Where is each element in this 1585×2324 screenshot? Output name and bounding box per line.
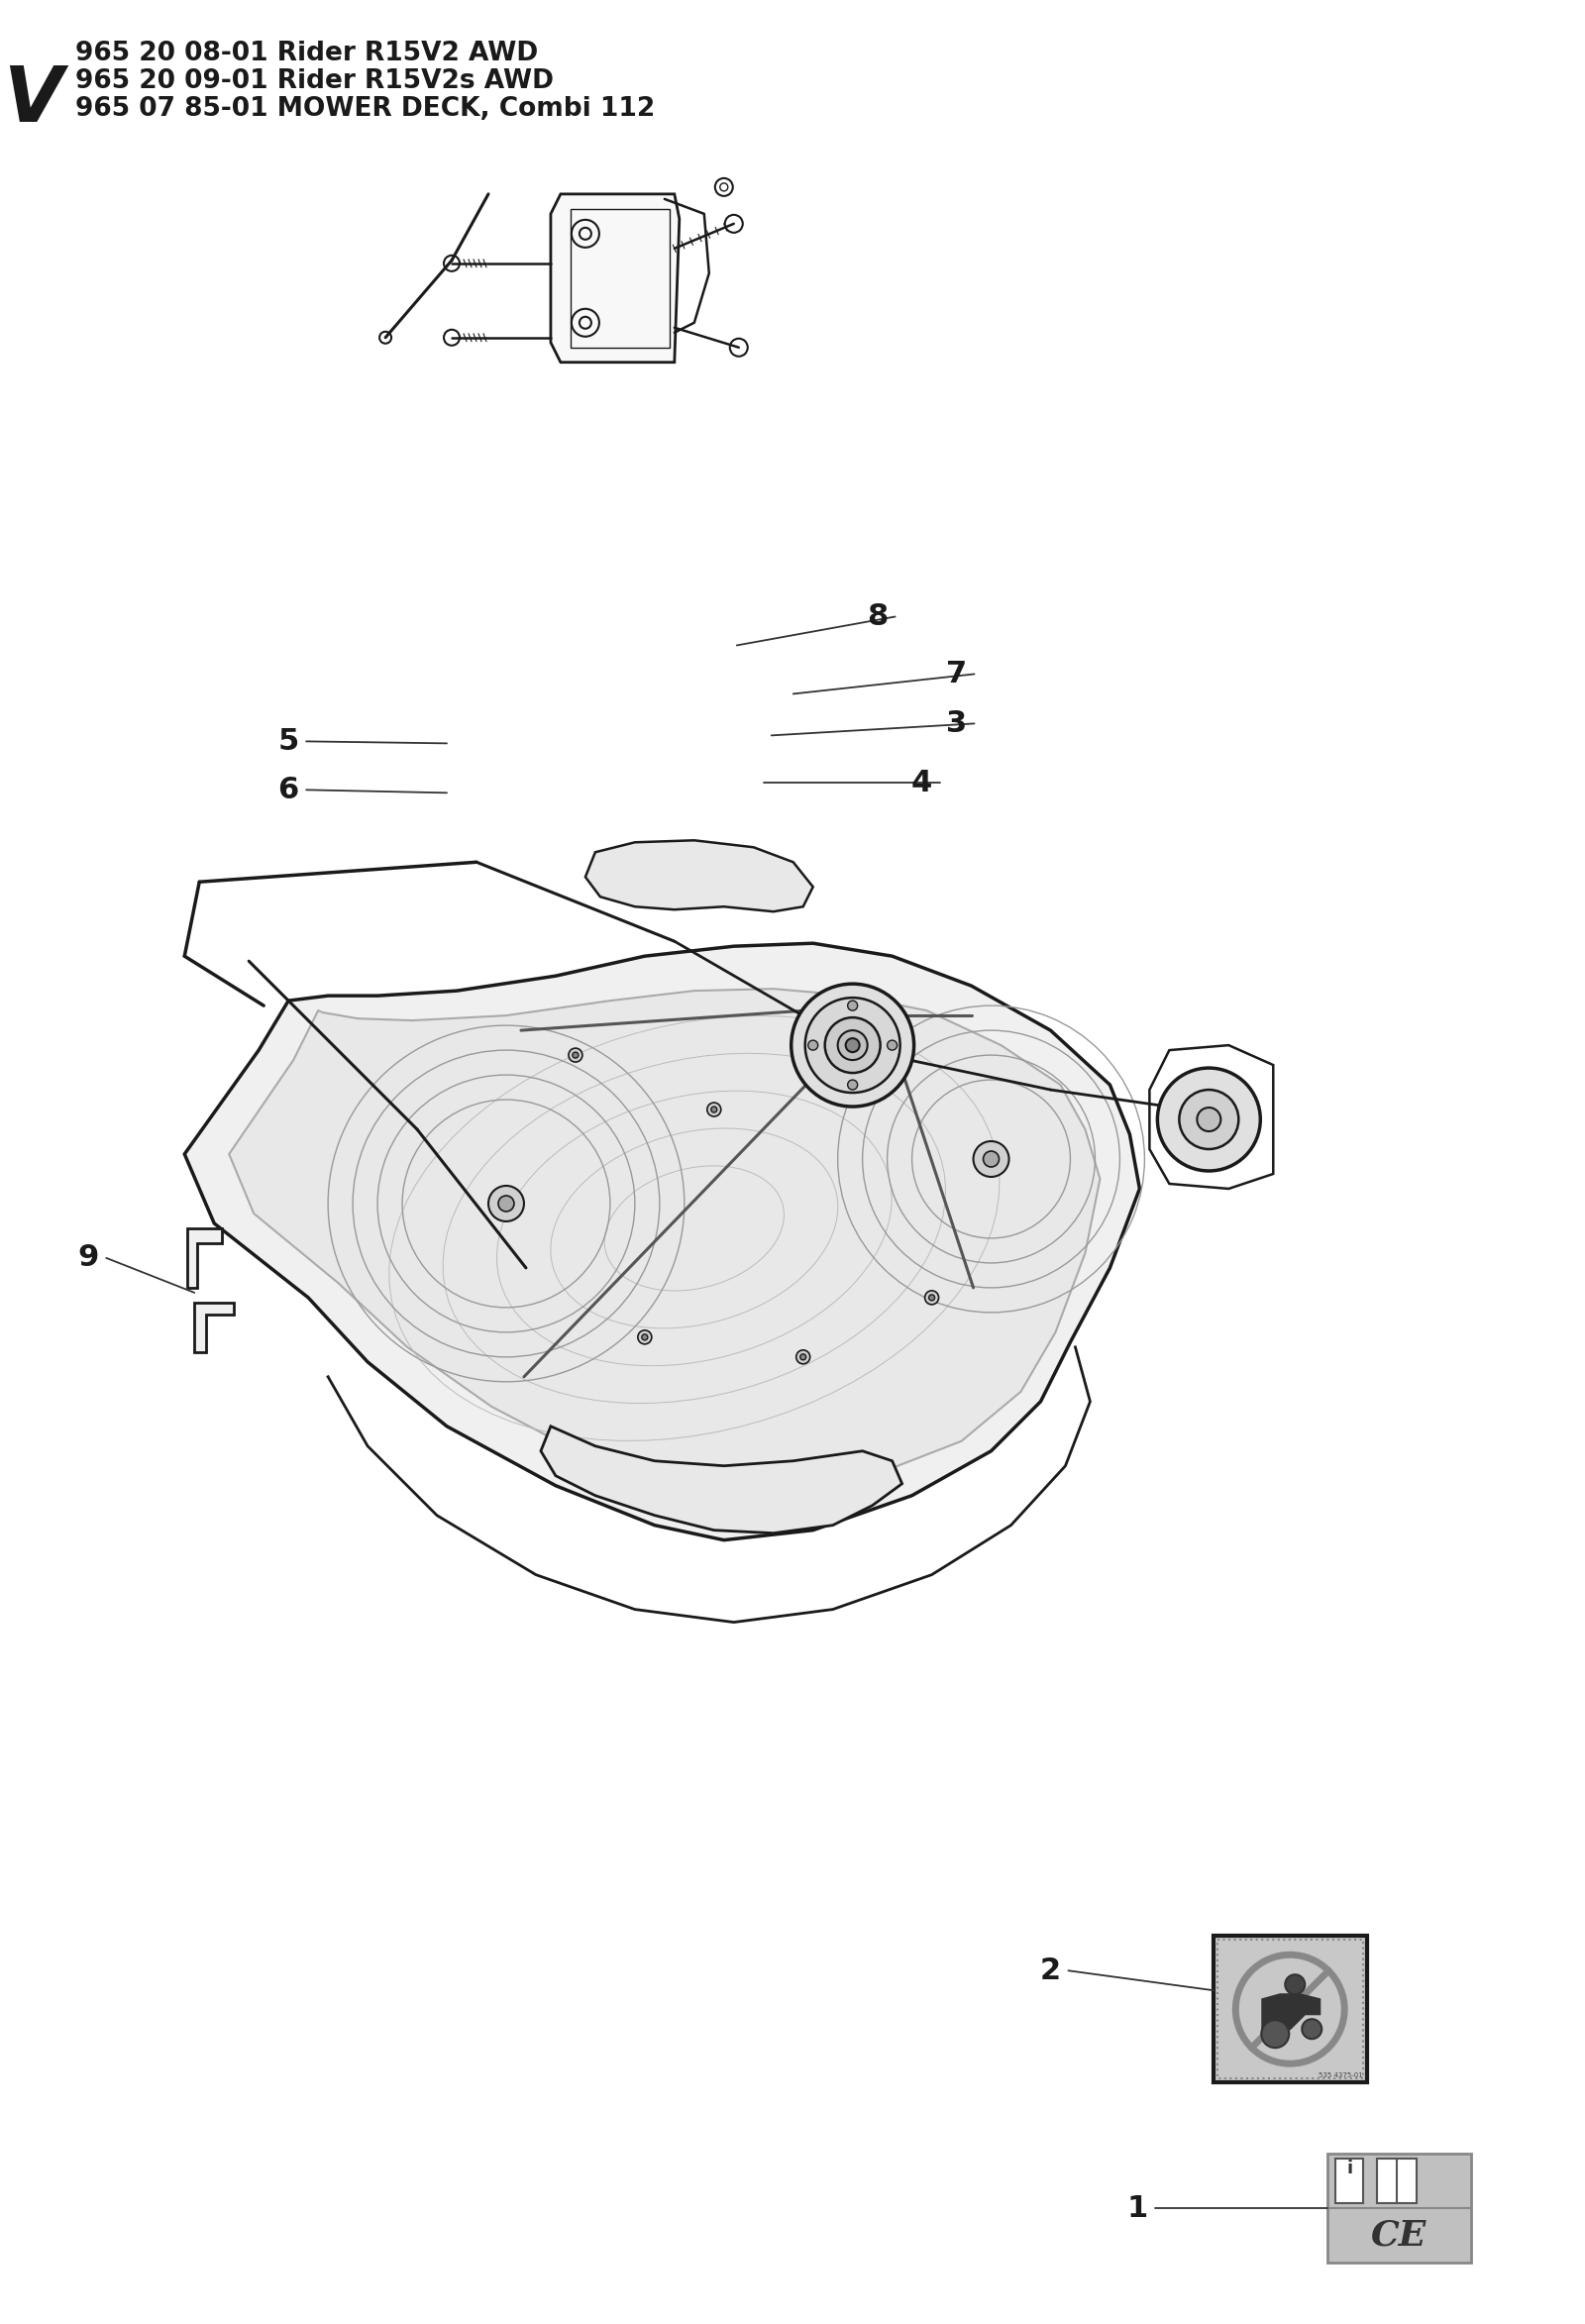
Circle shape bbox=[983, 1150, 999, 1167]
Bar bbox=[1217, 1941, 1363, 2078]
Circle shape bbox=[973, 1141, 1010, 1176]
Text: 02: 02 bbox=[490, 1064, 701, 1213]
Polygon shape bbox=[1262, 1994, 1320, 2029]
Circle shape bbox=[929, 1294, 935, 1301]
Circle shape bbox=[838, 1030, 867, 1060]
Text: 2: 2 bbox=[1040, 1957, 1060, 1985]
Text: 3: 3 bbox=[946, 709, 967, 739]
Text: CE: CE bbox=[1371, 2217, 1426, 2252]
Circle shape bbox=[1179, 1090, 1238, 1148]
Text: 965 20 08-01 Rider R15V2 AWD: 965 20 08-01 Rider R15V2 AWD bbox=[76, 40, 539, 67]
Text: 965 07 85-01 MOWER DECK, Combi 112: 965 07 85-01 MOWER DECK, Combi 112 bbox=[76, 95, 656, 121]
Text: 6: 6 bbox=[277, 776, 300, 804]
Circle shape bbox=[1301, 2020, 1322, 2038]
Polygon shape bbox=[195, 1301, 235, 1353]
Circle shape bbox=[1197, 1109, 1220, 1132]
Text: 9: 9 bbox=[78, 1243, 100, 1271]
Polygon shape bbox=[585, 841, 813, 911]
Polygon shape bbox=[184, 944, 1140, 1541]
Circle shape bbox=[848, 1081, 857, 1090]
Bar bbox=[1214, 1936, 1368, 2082]
Circle shape bbox=[924, 1290, 938, 1304]
Bar bbox=[1328, 2154, 1471, 2264]
Text: 5: 5 bbox=[277, 727, 300, 755]
Bar bbox=[1336, 2159, 1363, 2203]
Polygon shape bbox=[230, 988, 1100, 1497]
Circle shape bbox=[848, 1002, 857, 1011]
Text: 535 4375-01: 535 4375-01 bbox=[1319, 2073, 1363, 2078]
Circle shape bbox=[572, 1053, 579, 1057]
Circle shape bbox=[1157, 1069, 1260, 1171]
Circle shape bbox=[791, 983, 915, 1106]
Text: 1: 1 bbox=[1127, 2194, 1148, 2222]
Circle shape bbox=[888, 1041, 897, 1050]
Circle shape bbox=[1285, 1975, 1304, 1994]
Circle shape bbox=[498, 1195, 514, 1211]
Text: 965 20 09-01 Rider R15V2s AWD: 965 20 09-01 Rider R15V2s AWD bbox=[76, 67, 555, 93]
Text: V: V bbox=[3, 63, 63, 137]
Circle shape bbox=[642, 1334, 648, 1341]
Circle shape bbox=[712, 1106, 716, 1113]
Polygon shape bbox=[187, 1229, 222, 1287]
Text: i: i bbox=[1346, 2159, 1352, 2178]
Text: 8: 8 bbox=[867, 602, 888, 632]
Circle shape bbox=[800, 1355, 807, 1360]
Polygon shape bbox=[550, 193, 680, 363]
Circle shape bbox=[707, 1102, 721, 1116]
Circle shape bbox=[846, 1039, 859, 1053]
Circle shape bbox=[808, 1041, 818, 1050]
Circle shape bbox=[1262, 2020, 1289, 2047]
Text: 4: 4 bbox=[911, 769, 932, 797]
Text: 7: 7 bbox=[946, 660, 967, 688]
Polygon shape bbox=[540, 1427, 902, 1534]
Bar bbox=[1377, 2159, 1417, 2203]
Circle shape bbox=[824, 1018, 880, 1074]
Circle shape bbox=[637, 1329, 651, 1343]
Circle shape bbox=[796, 1350, 810, 1364]
Circle shape bbox=[805, 997, 900, 1092]
Circle shape bbox=[488, 1185, 525, 1222]
Circle shape bbox=[569, 1048, 582, 1062]
